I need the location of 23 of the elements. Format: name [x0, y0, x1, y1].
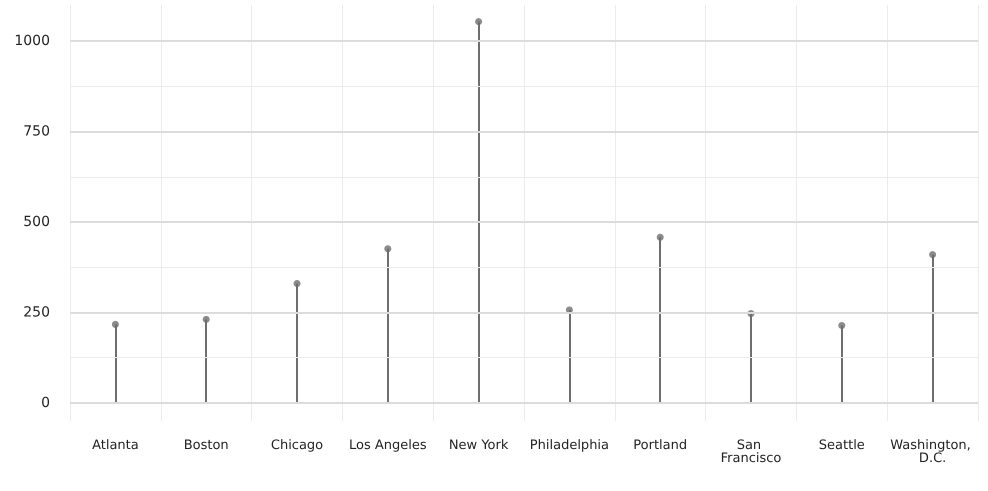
x-tick-label: Portland	[633, 438, 688, 453]
point	[112, 320, 119, 328]
y-tick-label: 0	[41, 394, 50, 411]
x-tick-label: Philadelphia	[530, 438, 609, 453]
x-tick-label: Boston	[184, 438, 229, 453]
y-tick-label: 500	[23, 214, 50, 230]
x-tick-label: New York	[448, 438, 509, 453]
point	[838, 322, 846, 329]
y-tick-label: 750	[23, 124, 50, 140]
point	[202, 316, 210, 323]
x-tick-label: Atlanta	[92, 438, 139, 453]
x-tick-label: San Francisco	[720, 438, 782, 466]
x-tick-label: Seattle	[818, 438, 865, 453]
y-tick-label: 1000	[14, 33, 50, 50]
point	[384, 245, 392, 252]
point	[929, 251, 936, 258]
x-tick-label: Los Angeles	[348, 438, 427, 453]
x-tick-label: Chicago	[270, 438, 324, 453]
point	[475, 18, 482, 26]
x-tick-label: Washington, D.C.	[890, 438, 975, 466]
point	[656, 234, 664, 241]
y-tick-label: 250	[23, 304, 50, 320]
point	[294, 280, 300, 288]
